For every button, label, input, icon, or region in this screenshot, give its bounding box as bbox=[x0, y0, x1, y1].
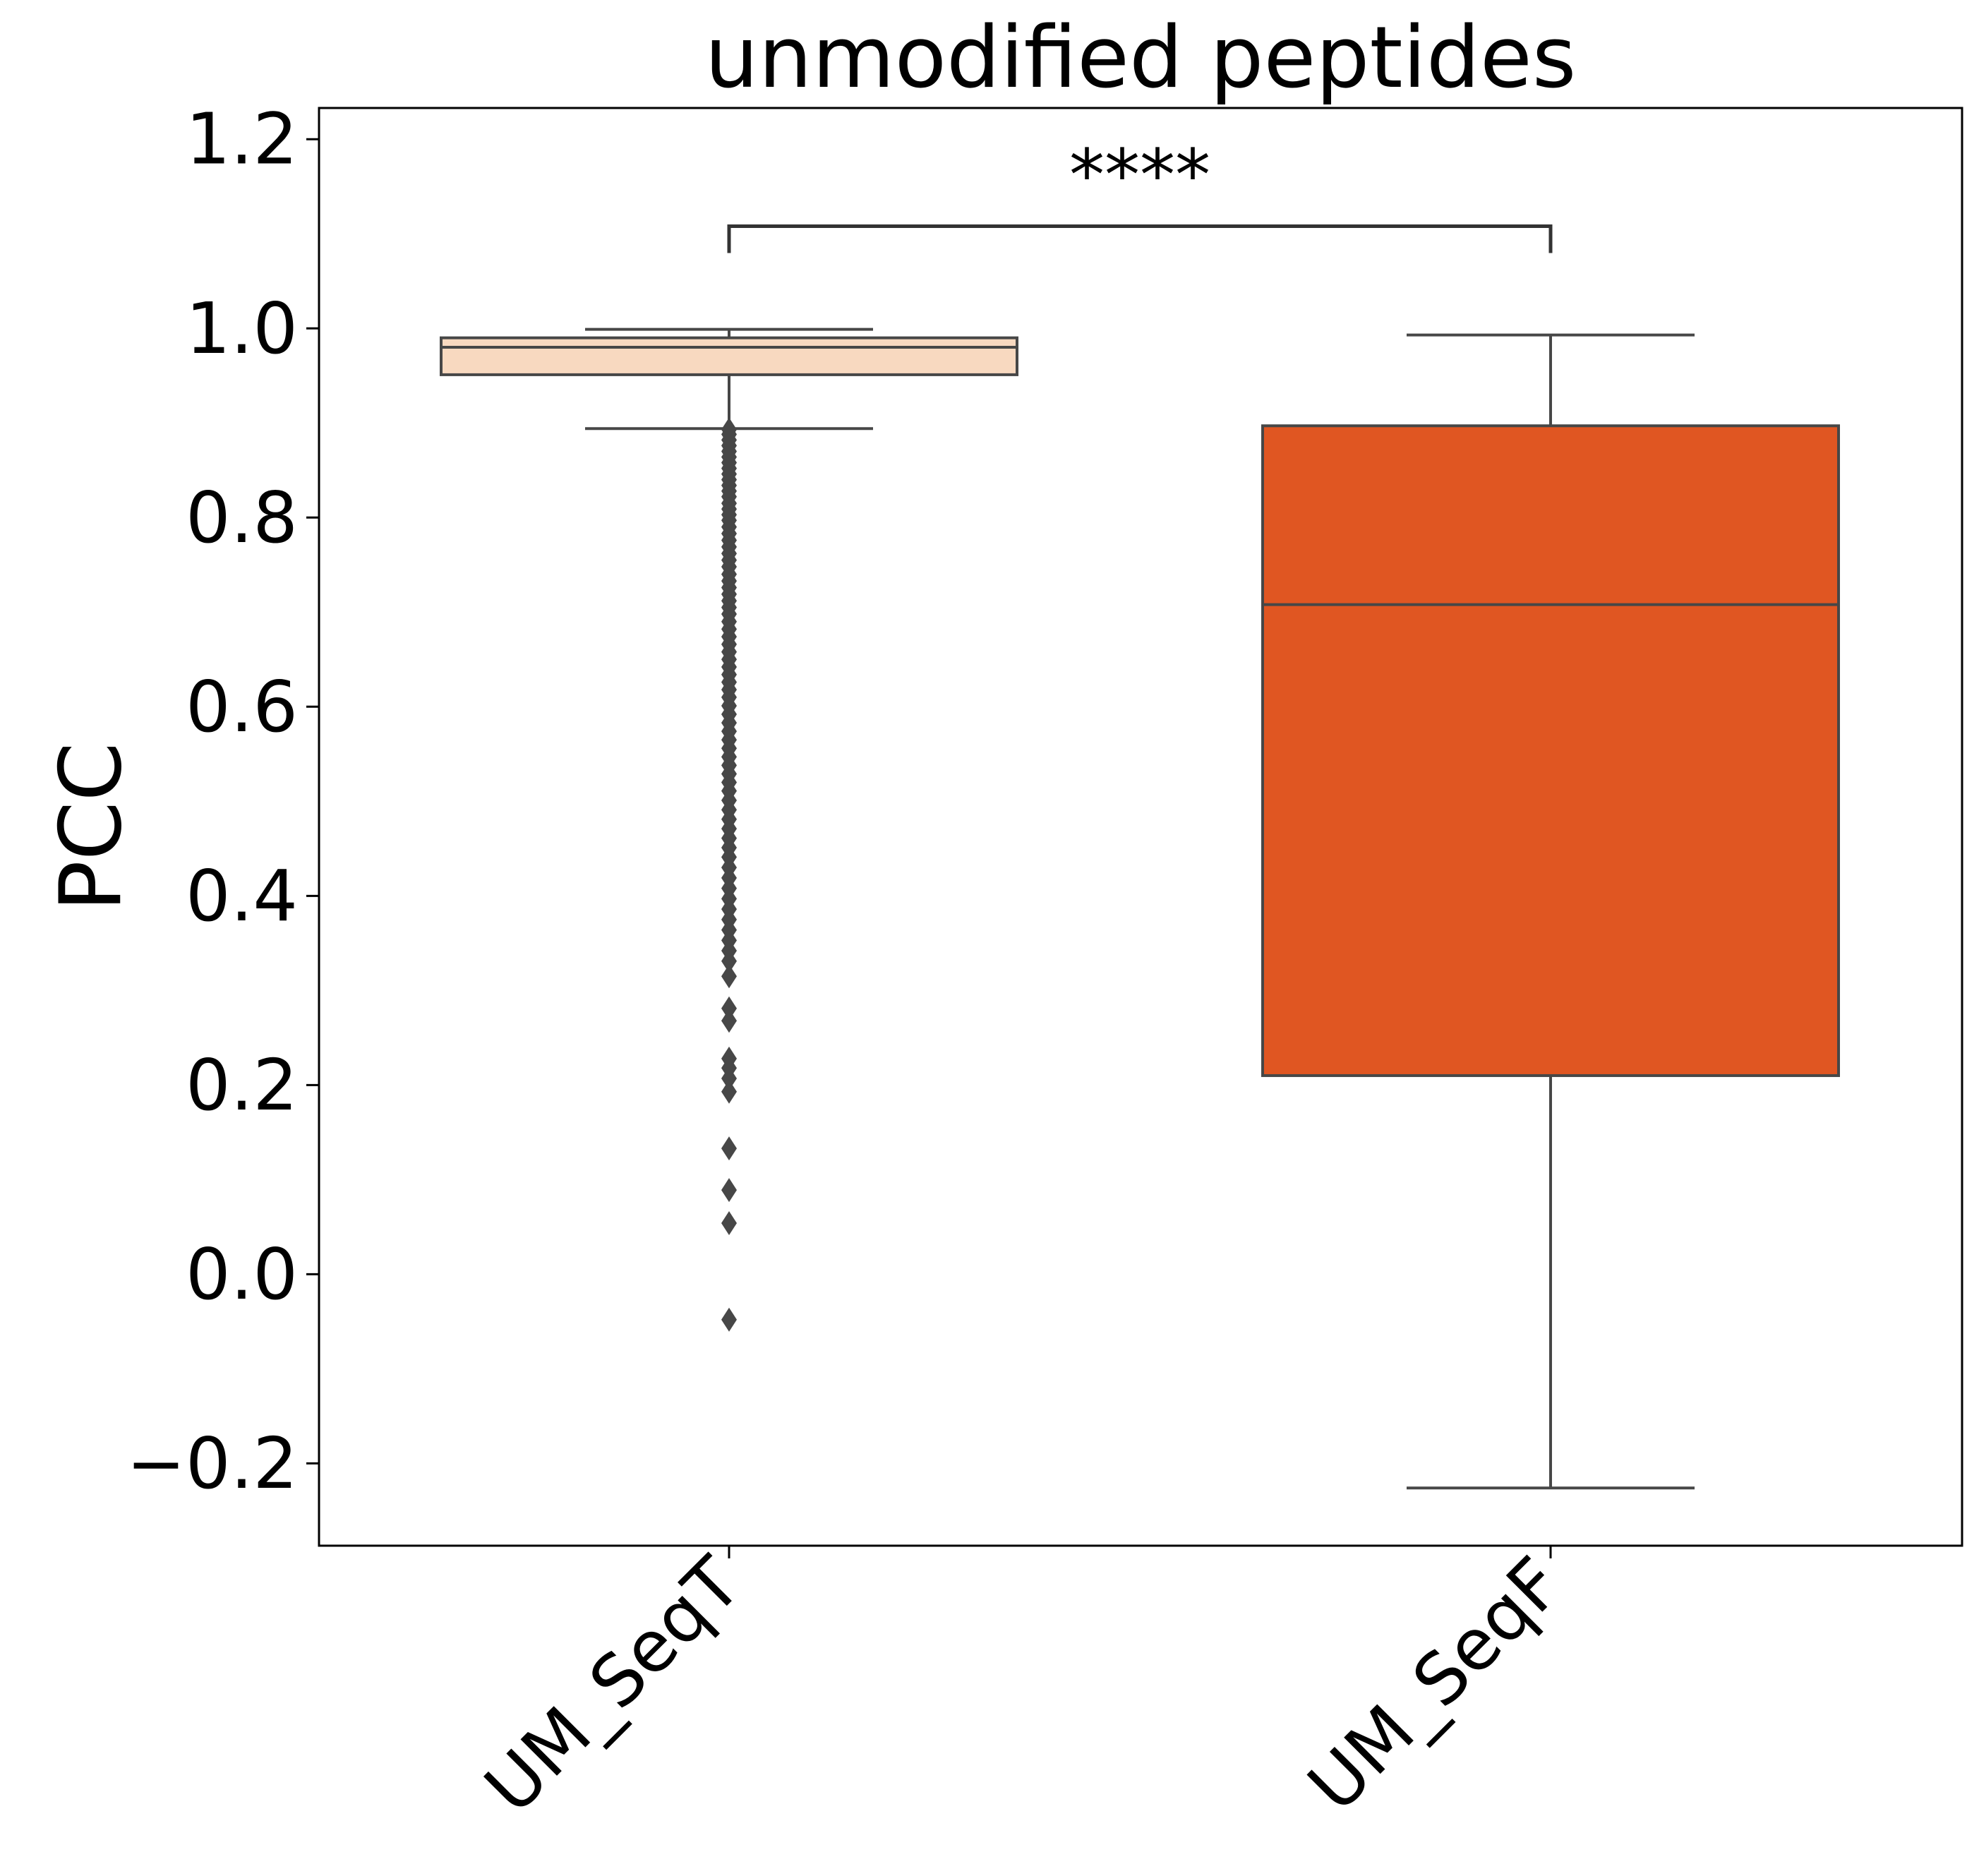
iqr-box bbox=[1261, 424, 1840, 1077]
y-tick-label: 0.6 bbox=[186, 666, 298, 748]
y-tick-label: 1.0 bbox=[186, 287, 298, 370]
chart-title: unmodified peptides bbox=[705, 9, 1577, 107]
outlier-point bbox=[721, 1136, 737, 1161]
y-tick-label: 0.8 bbox=[186, 476, 298, 559]
outlier-point bbox=[721, 964, 737, 989]
outlier-point bbox=[721, 1079, 737, 1104]
iqr-box bbox=[440, 336, 1018, 376]
outlier-point bbox=[721, 1211, 737, 1236]
outlier-point bbox=[721, 1307, 737, 1332]
box-group-UM_SeqT bbox=[440, 327, 1018, 1332]
y-tick-label: −0.2 bbox=[126, 1422, 298, 1505]
outlier-point bbox=[721, 1009, 737, 1033]
box-group-UM_SeqF bbox=[1261, 333, 1840, 1490]
y-tick-label: 0.4 bbox=[186, 855, 298, 937]
y-tick-label: 0.2 bbox=[186, 1044, 298, 1126]
outlier-point bbox=[721, 1178, 737, 1203]
outlier-point bbox=[721, 996, 737, 1021]
significance-bracket bbox=[727, 224, 1553, 253]
y-tick-label: 1.2 bbox=[186, 98, 298, 181]
y-axis-label: PCC bbox=[43, 742, 141, 912]
plot-frame bbox=[318, 107, 1963, 1547]
significance-label: **** bbox=[1069, 134, 1210, 217]
outlier-point bbox=[721, 1066, 737, 1090]
y-tick-label: 0.0 bbox=[186, 1233, 298, 1316]
outlier-point bbox=[721, 949, 737, 973]
